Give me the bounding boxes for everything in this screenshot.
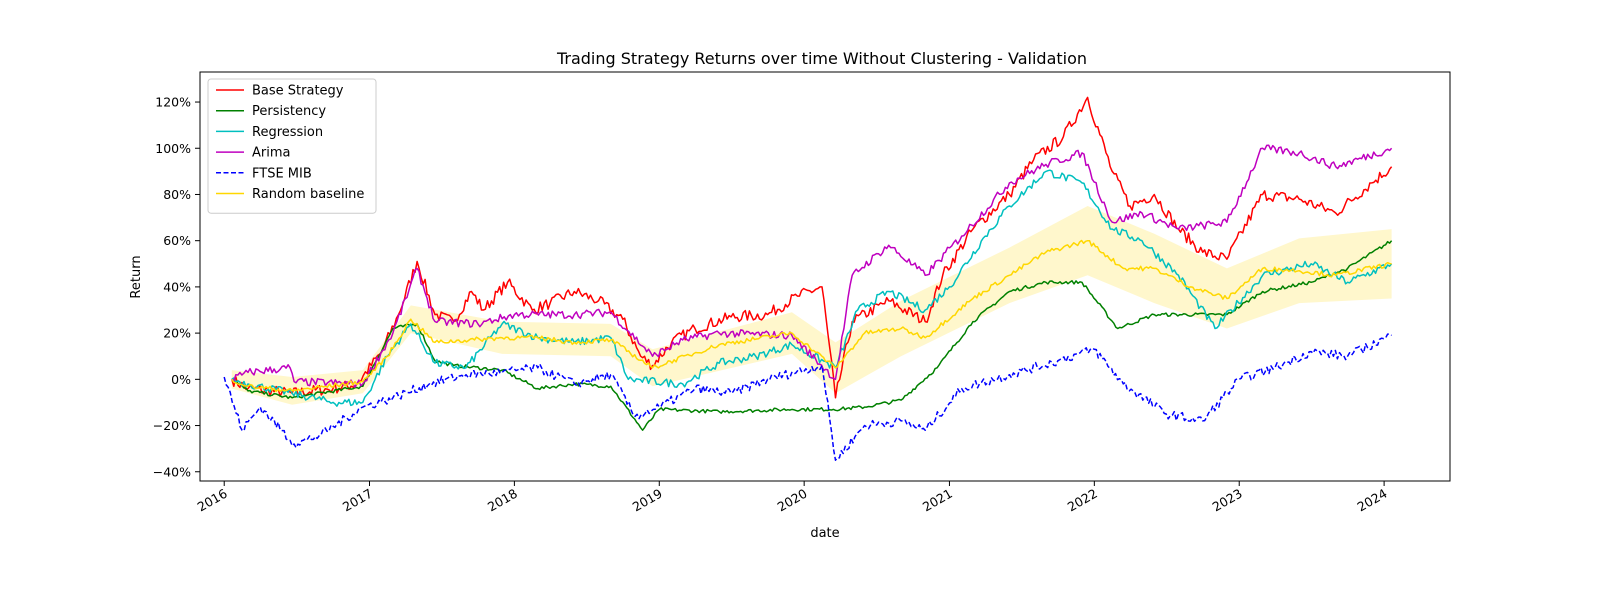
y-tick-label: 60%: [163, 233, 191, 248]
y-tick-label: 100%: [155, 141, 191, 156]
plot-frame: [199, 71, 1451, 482]
legend-label-persistency: Persistency: [252, 104, 326, 119]
series-regression: [231, 169, 1393, 407]
y-tick-label: −40%: [153, 464, 191, 479]
legend-label-random-baseline: Random baseline: [252, 187, 364, 202]
series-persistency: [231, 240, 1393, 431]
y-tick-label: 20%: [163, 326, 191, 341]
y-axis-label: Return: [129, 255, 144, 298]
x-axis-label: date: [810, 526, 839, 541]
y-tick-label: 80%: [163, 187, 191, 202]
y-tick-label: 120%: [155, 95, 191, 110]
confidence-band-layer: [231, 206, 1392, 405]
band-random-baseline: [231, 206, 1392, 405]
legend-label-base-strategy: Base Strategy: [252, 84, 344, 99]
series-base-strategy: [231, 96, 1393, 399]
y-tick-label: −20%: [153, 418, 191, 433]
series-arima: [231, 144, 1393, 388]
series-random-baseline: [231, 239, 1392, 393]
y-tick-label: 40%: [163, 279, 191, 294]
legend-label-regression: Regression: [252, 125, 323, 140]
series-layer: [223, 96, 1393, 461]
legend-label-ftse-mib: FTSE MIB: [252, 166, 312, 181]
legend: Base Strategy Persistency Regression Arima F…: [207, 78, 377, 214]
legend-box: [207, 78, 377, 214]
chart-title: Trading Strategy Returns over time Witho…: [556, 49, 1087, 68]
y-axis: −40% −20% 0% 20% 40% 60% 80% 100% 120%: [153, 95, 200, 479]
series-ftse-mib: [223, 333, 1392, 461]
y-tick-label: 0%: [171, 372, 191, 387]
legend-label-arima: Arima: [252, 146, 290, 161]
